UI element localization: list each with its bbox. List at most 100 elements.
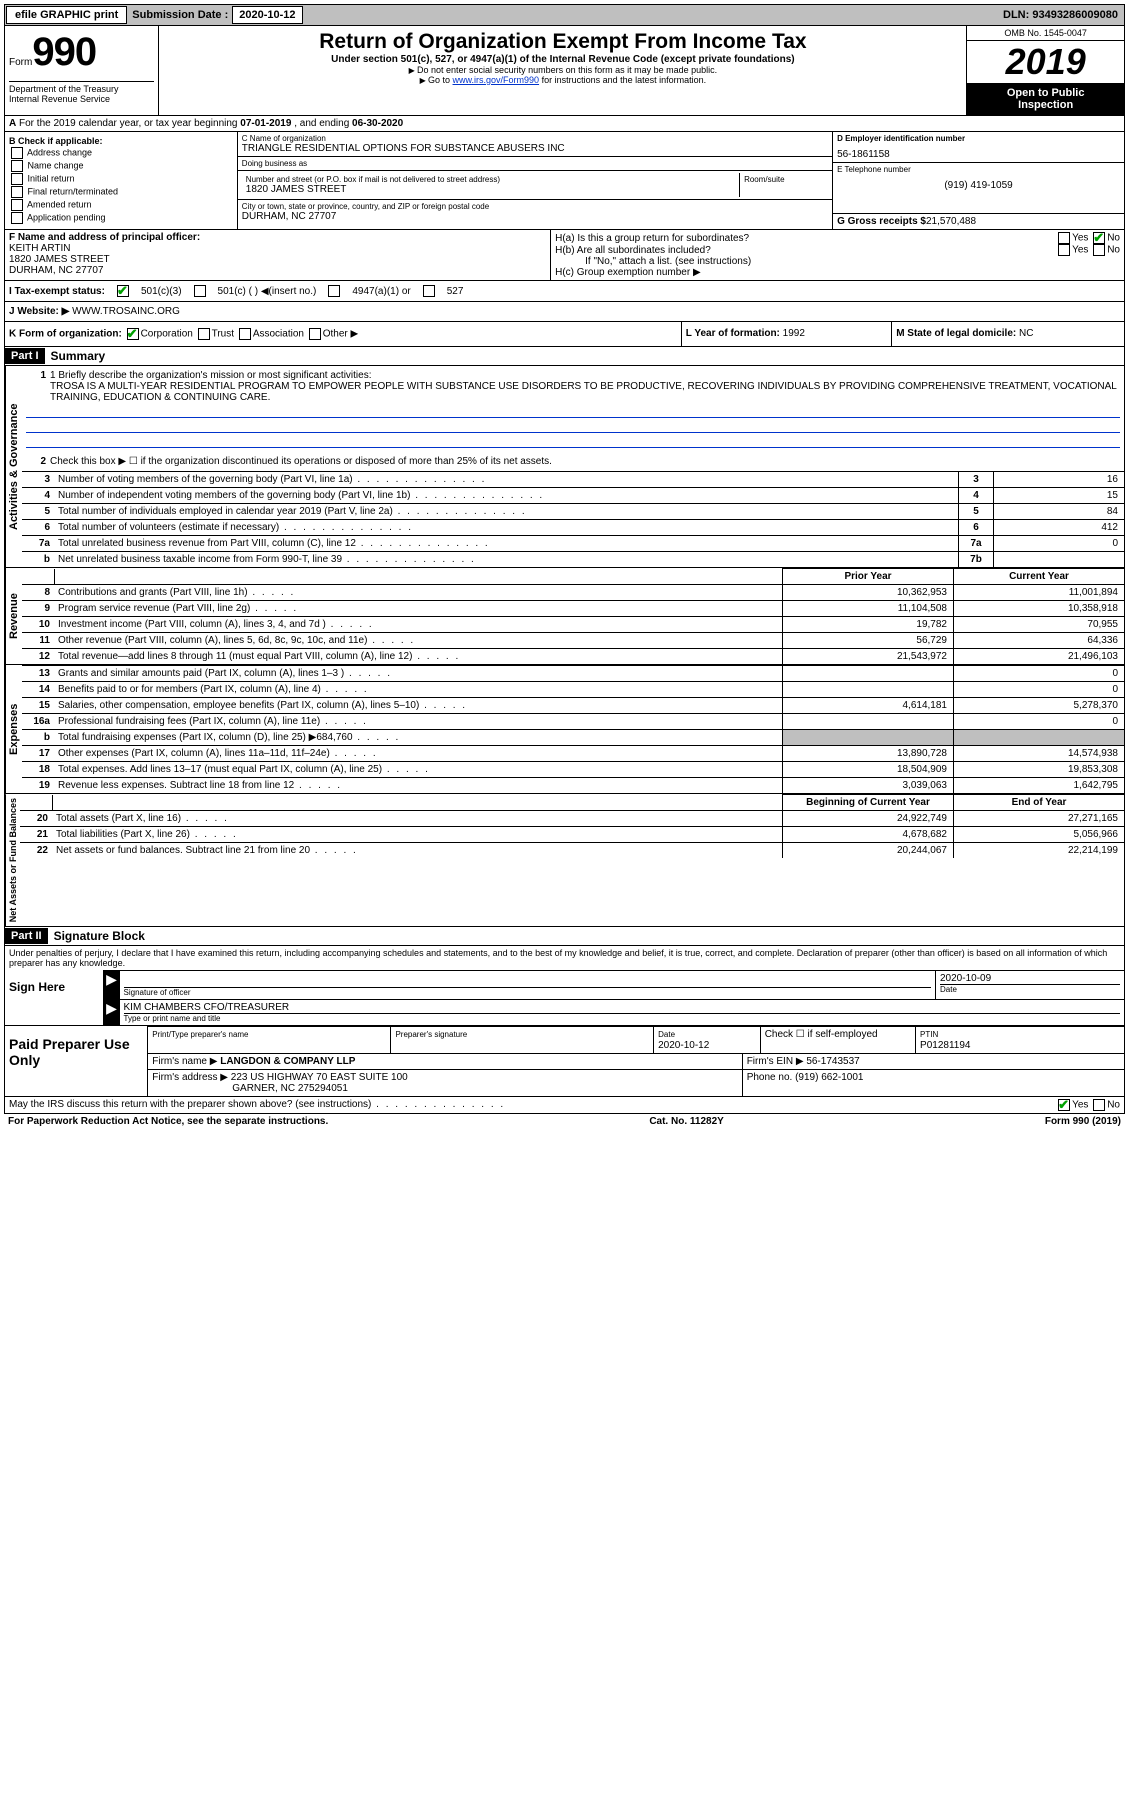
phone-label: E Telephone number [837, 165, 1120, 174]
row-a-tax-year: A For the 2019 calendar year, or tax yea… [4, 116, 1125, 132]
table-row: 15 Salaries, other compensation, employe… [22, 698, 1124, 714]
ha-yes-checkbox[interactable] [1058, 232, 1070, 244]
officer-name-label: Type or print name and title [124, 1013, 1120, 1023]
sign-here-label: Sign Here [5, 970, 104, 1025]
table-row: 4 Number of independent voting members o… [22, 488, 1124, 504]
section-bcd: B Check if applicable: Address change Na… [4, 132, 1125, 230]
revenue-table: Prior YearCurrent Year8 Contributions an… [22, 568, 1124, 664]
firm-ein-value: 56-1743537 [806, 1056, 859, 1067]
org-name-value: TRIANGLE RESIDENTIAL OPTIONS FOR SUBSTAN… [242, 143, 828, 154]
note-instructions: Go to www.irs.gov/Form990 for instructio… [163, 75, 962, 85]
street-label: Number and street (or P.O. box if mail i… [246, 175, 735, 184]
other-checkbox[interactable] [309, 328, 321, 340]
row-k-l-m: K Form of organization: Corporation Trus… [4, 322, 1125, 347]
ha-label: H(a) Is this a group return for subordin… [555, 233, 749, 244]
side-label-net-assets: Net Assets or Fund Balances [5, 794, 20, 926]
part-i-title: Summary [45, 347, 112, 365]
table-row: 6 Total number of volunteers (estimate i… [22, 520, 1124, 536]
table-row: 10 Investment income (Part VIII, column … [22, 617, 1124, 633]
prep-date-value: 2020-10-12 [658, 1040, 709, 1051]
col-b-item[interactable]: Amended return [9, 199, 233, 211]
side-label-ag: Activities & Governance [5, 366, 22, 567]
ag-table: 3 Number of voting members of the govern… [22, 471, 1124, 567]
city-value: DURHAM, NC 27707 [242, 211, 828, 222]
room-label: Room/suite [744, 175, 824, 184]
line-2: 2Check this box ▶ ☐ if the organization … [22, 452, 1124, 471]
ein-value: 56-1861158 [837, 143, 1120, 160]
sig-date-label: Date [940, 984, 1120, 994]
table-row: 5 Total number of individuals employed i… [22, 504, 1124, 520]
501c-checkbox[interactable] [194, 285, 206, 297]
part-i-header: Part I [5, 348, 45, 364]
side-label-expenses: Expenses [5, 665, 22, 793]
table-row: b Total fundraising expenses (Part IX, c… [22, 730, 1124, 746]
website-value: WWW.TROSAINC.ORG [72, 306, 180, 317]
group-return-box: H(a) Is this a group return for subordin… [551, 230, 1124, 280]
top-toolbar: efile GRAPHIC print Submission Date : 20… [4, 4, 1125, 26]
part-ii-title: Signature Block [48, 927, 151, 945]
cat-number: Cat. No. 11282Y [649, 1116, 723, 1127]
phone-value: (919) 419-1059 [837, 174, 1120, 191]
ha-no-checkbox[interactable] [1093, 232, 1105, 244]
note-ssn: Do not enter social security numbers on … [163, 65, 962, 75]
net-assets-section: Net Assets or Fund Balances Beginning of… [4, 794, 1125, 927]
may-irs-discuss-row: May the IRS discuss this return with the… [4, 1097, 1125, 1114]
part-ii-header: Part II [5, 928, 48, 944]
firm-addr-value: 223 US HIGHWAY 70 EAST SUITE 100 [231, 1072, 408, 1083]
may-irs-no-checkbox[interactable] [1093, 1099, 1105, 1111]
principal-officer-box: F Name and address of principal officer:… [5, 230, 551, 280]
col-b-item[interactable]: Final return/terminated [9, 186, 233, 198]
hb-no-checkbox[interactable] [1093, 244, 1105, 256]
gross-receipts-value: 21,570,488 [926, 216, 976, 227]
may-irs-yes-checkbox[interactable] [1058, 1099, 1070, 1111]
omb-number: OMB No. 1545-0047 [967, 26, 1124, 41]
hb-note: If "No," attach a list. (see instruction… [555, 256, 1120, 267]
form-word: Form [9, 57, 32, 68]
row-j-website: J Website: ▶ WWW.TROSAINC.ORG [4, 302, 1125, 322]
open-public-badge: Open to PublicInspection [967, 83, 1124, 115]
self-employed-check[interactable]: Check ☐ if self-employed [761, 1027, 916, 1053]
m-state-domicile: M State of legal domicile: NC [892, 322, 1124, 346]
col-b-item[interactable]: Application pending [9, 212, 233, 224]
part-i: Part I Summary [4, 347, 1125, 366]
col-b-item[interactable]: Initial return [9, 173, 233, 185]
efile-print-button[interactable]: efile GRAPHIC print [6, 6, 127, 24]
ptin-value: P01281194 [920, 1040, 970, 1051]
revenue-section: Revenue Prior YearCurrent Year8 Contribu… [4, 568, 1125, 665]
instructions-link[interactable]: www.irs.gov/Form990 [453, 75, 540, 85]
officer-name-value: KIM CHAMBERS CFO/TREASURER [124, 1002, 1120, 1013]
table-row: 9 Program service revenue (Part VIII, li… [22, 601, 1124, 617]
527-checkbox[interactable] [423, 285, 435, 297]
mission-text: TROSA IS A MULTI-YEAR RESIDENTIAL PROGRA… [26, 381, 1120, 403]
col-b-item[interactable]: Address change [9, 147, 233, 159]
ein-label: D Employer identification number [837, 134, 1120, 143]
table-row: 16a Professional fundraising fees (Part … [22, 714, 1124, 730]
table-row: 12 Total revenue—add lines 8 through 11 … [22, 649, 1124, 665]
assoc-checkbox[interactable] [239, 328, 251, 340]
col-b-item[interactable]: Name change [9, 160, 233, 172]
4947-checkbox[interactable] [328, 285, 340, 297]
paid-preparer-label: Paid Preparer Use Only [5, 1026, 148, 1096]
corp-checkbox[interactable] [127, 328, 139, 340]
501c3-checkbox[interactable] [117, 285, 129, 297]
trust-checkbox[interactable] [198, 328, 210, 340]
main-title: Return of Organization Exempt From Incom… [163, 30, 962, 54]
sig-officer-label: Signature of officer [124, 987, 931, 997]
activities-governance-section: Activities & Governance 1 1 Briefly desc… [4, 366, 1125, 568]
paid-preparer-block: Paid Preparer Use Only Print/Type prepar… [4, 1026, 1125, 1097]
table-row: 18 Total expenses. Add lines 13–17 (must… [22, 762, 1124, 778]
hb-yes-checkbox[interactable] [1058, 244, 1070, 256]
dba-label: Doing business as [242, 159, 828, 168]
form-number-box: Form990 Department of the Treasury Inter… [5, 26, 159, 115]
table-row: 20 Total assets (Part X, line 16)24,922,… [20, 811, 1124, 827]
table-row: b Net unrelated business taxable income … [22, 552, 1124, 568]
city-label: City or town, state or province, country… [242, 202, 828, 211]
form-id-footer: Form 990 (2019) [1045, 1116, 1121, 1127]
department-label: Department of the Treasury Internal Reve… [9, 81, 154, 104]
table-row: 11 Other revenue (Part VIII, column (A),… [22, 633, 1124, 649]
sig-date-value: 2020-10-09 [940, 973, 1120, 984]
col-b-header: B Check if applicable: [9, 136, 103, 146]
title-box: Return of Organization Exempt From Incom… [159, 26, 966, 115]
l-year-formation: L Year of formation: 1992 [682, 322, 892, 346]
net-assets-table: Beginning of Current YearEnd of Year20 T… [20, 794, 1124, 858]
